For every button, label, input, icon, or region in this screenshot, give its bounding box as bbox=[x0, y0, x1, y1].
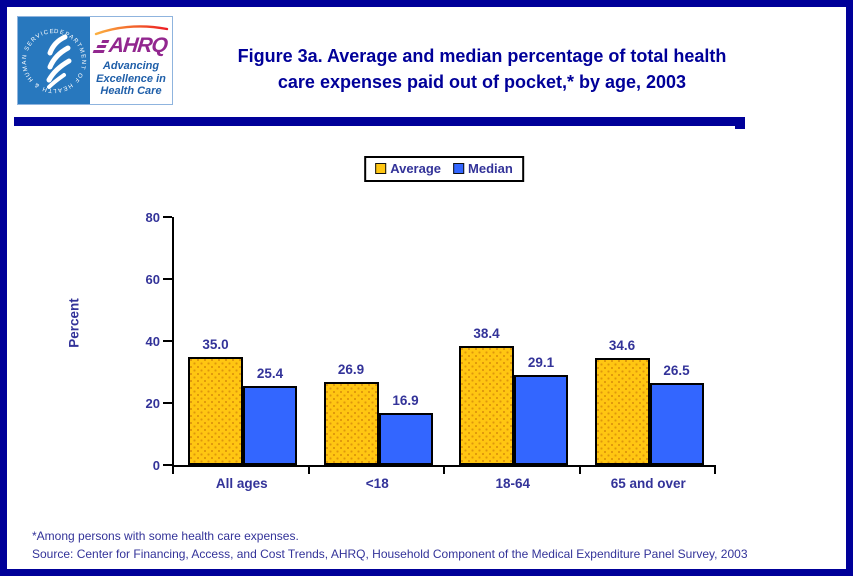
bar-group-65-and-over: 34.6 26.5 65 and over bbox=[581, 217, 717, 491]
y-axis-tick-20 bbox=[163, 402, 172, 404]
ahrq-logo: AHRQ Advancing Excellence in Health Care bbox=[90, 17, 172, 104]
bar-median-18 bbox=[378, 412, 433, 465]
legend-label-median: Median bbox=[468, 161, 513, 176]
bar-value-average-65-and-over: 34.6 bbox=[608, 337, 636, 353]
y-axis-tick-40 bbox=[163, 340, 172, 342]
bar-average-18-64 bbox=[459, 345, 514, 465]
y-axis-tick-label-80: 80 bbox=[145, 210, 160, 225]
footnote-source: Source: Center for Financing, Access, an… bbox=[32, 547, 748, 561]
figure-title: Figure 3a. Average and median percentage… bbox=[175, 43, 789, 95]
category-label-all-ages: All ages bbox=[215, 476, 268, 491]
bar-average-65-and-over bbox=[594, 357, 650, 465]
ahrq-acronym: AHRQ bbox=[107, 34, 169, 57]
figure-title-line1: Figure 3a. Average and median percentage… bbox=[237, 46, 727, 66]
legend-swatch-median bbox=[453, 163, 465, 174]
bar-value-average-all-ages: 35.0 bbox=[202, 336, 229, 352]
category-label-65-and-over: 65 and over bbox=[610, 476, 686, 491]
y-axis-tick-label-0: 0 bbox=[152, 458, 160, 473]
bar-value-average-18: 26.9 bbox=[337, 361, 365, 377]
ahrq-tagline-line1: Advancing bbox=[102, 60, 160, 72]
bar-group-all-ages: 35.0 25.4 All ages bbox=[174, 217, 310, 491]
x-axis-tick-2 bbox=[443, 467, 445, 474]
bar-value-median-18-64: 29.1 bbox=[527, 354, 555, 370]
hhs-seal: DEPARTMENT OF HEALTH & HUMAN SERVICES · … bbox=[18, 17, 90, 104]
legend-item-average: Average bbox=[375, 161, 441, 176]
figure-title-line2: care expenses paid out of pocket,* by ag… bbox=[277, 72, 687, 92]
bar-value-average-18-64: 38.4 bbox=[473, 325, 500, 341]
footnote-asterisk: *Among persons with some health care exp… bbox=[32, 529, 299, 543]
legend-swatch-average bbox=[375, 163, 387, 174]
ahrq-swoosh-icon bbox=[94, 25, 169, 36]
bar-average-all-ages bbox=[188, 356, 243, 465]
legend-item-median: Median bbox=[453, 161, 513, 176]
bar-value-median-65-and-over: 26.5 bbox=[663, 362, 690, 378]
x-axis-tick-1 bbox=[307, 467, 310, 474]
header-divider-tail bbox=[735, 126, 745, 129]
ahrq-tagline-line3: Health Care bbox=[100, 85, 162, 97]
category-label-18-64: 18-64 bbox=[495, 476, 531, 491]
bar-value-median-all-ages: 25.4 bbox=[256, 366, 284, 382]
bar-value-median-18: 16.9 bbox=[392, 392, 419, 408]
y-axis-tick-80 bbox=[163, 216, 172, 218]
legend: Average Median bbox=[364, 156, 524, 182]
agency-logo-block: DEPARTMENT OF HEALTH & HUMAN SERVICES · … bbox=[17, 16, 173, 105]
plot-area: 0 20 40 60 80 35.0 25.4 All ages 26.9 16.9 <18 38.4… bbox=[146, 210, 717, 491]
bar-median-all-ages bbox=[243, 386, 297, 465]
legend-label-average: Average bbox=[390, 161, 442, 176]
y-axis-tick-label-20: 20 bbox=[145, 396, 160, 411]
ahrq-wordmark: AHRQ bbox=[92, 34, 169, 58]
ahrq-tagline-line2: Excellence in bbox=[96, 72, 166, 85]
header-divider-bar bbox=[14, 117, 745, 126]
bar-median-18-64 bbox=[514, 374, 568, 465]
x-axis-tick-3 bbox=[578, 467, 581, 474]
y-axis-title: Percent bbox=[66, 298, 82, 348]
hhs-eagle-icon: DEPARTMENT OF HEALTH & HUMAN SERVICES · … bbox=[18, 17, 85, 93]
footnotes: *Among persons with some health care exp… bbox=[32, 527, 842, 563]
ahrq-tagline: Advancing Excellence in Health Care bbox=[96, 60, 166, 98]
ahrq-speedlines-icon bbox=[92, 39, 110, 53]
category-label-18: <18 bbox=[365, 476, 389, 491]
y-axis-tick-0 bbox=[163, 464, 172, 466]
bar-group-18: 26.9 16.9 <18 bbox=[310, 217, 446, 491]
y-axis-tick-60 bbox=[163, 278, 172, 280]
bar-average-18 bbox=[323, 381, 379, 465]
x-axis-tick-4 bbox=[714, 467, 716, 474]
y-axis-tick-label-60: 60 bbox=[145, 272, 160, 287]
y-axis-tick-label-40: 40 bbox=[145, 334, 160, 349]
bar-group-18-64: 38.4 29.1 18-64 bbox=[445, 217, 581, 491]
bar-median-65-and-over bbox=[649, 382, 704, 465]
x-axis-tick-0 bbox=[172, 467, 174, 474]
